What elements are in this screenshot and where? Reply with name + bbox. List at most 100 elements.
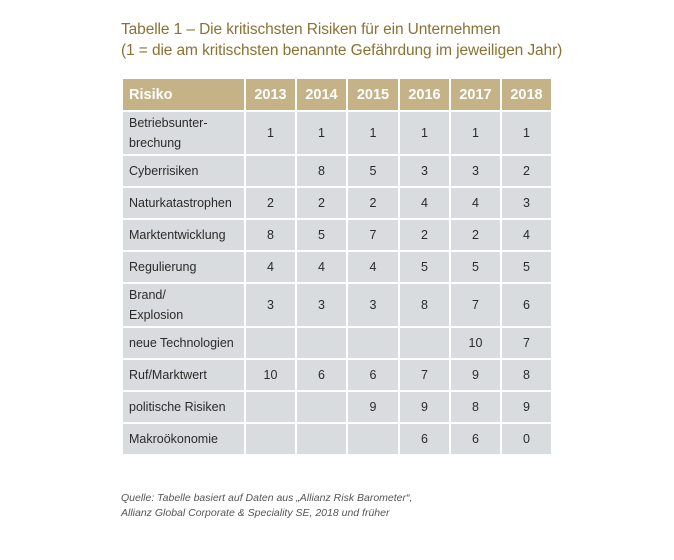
header-risk: Risiko xyxy=(121,77,246,112)
rank-cell-2014: 6 xyxy=(295,358,348,392)
header-2018: 2018 xyxy=(500,77,553,112)
rank-cell-2013 xyxy=(244,326,297,360)
rank-cell-2013: 1 xyxy=(244,110,297,156)
table-row: Regulierung 4 4 4 5 5 5 xyxy=(121,250,553,284)
rank-cell-2015 xyxy=(346,422,400,456)
rank-cell-2014: 8 xyxy=(295,154,348,188)
rank-cell-2015: 7 xyxy=(346,218,400,252)
rank-cell-2014: 5 xyxy=(295,218,348,252)
rank-cell-2018: 8 xyxy=(500,358,553,392)
rank-cell-2018: 9 xyxy=(500,390,553,424)
table-row: Cyberrisiken 8 5 3 3 2 xyxy=(121,154,553,188)
rank-cell-2016: 6 xyxy=(398,422,451,456)
rank-cell-2018: 2 xyxy=(500,154,553,188)
risk-name-cell: Betriebsunter-brechung xyxy=(121,110,246,156)
rank-cell-2015 xyxy=(346,326,400,360)
rank-cell-2014 xyxy=(295,422,348,456)
risk-name-line-1: Ruf/Marktwert xyxy=(129,368,207,382)
rank-cell-2014: 1 xyxy=(295,110,348,156)
rank-cell-2016: 5 xyxy=(398,250,451,284)
rank-cell-2015: 6 xyxy=(346,358,400,392)
rank-cell-2014 xyxy=(295,326,348,360)
rank-cell-2013: 4 xyxy=(244,250,297,284)
rank-cell-2015: 3 xyxy=(346,282,400,328)
header-2014: 2014 xyxy=(295,77,348,112)
risk-name-cell: Naturkatastrophen xyxy=(121,186,246,220)
risk-name-line-1: Naturkatastrophen xyxy=(129,196,232,210)
rank-cell-2015: 9 xyxy=(346,390,400,424)
rank-cell-2015: 2 xyxy=(346,186,400,220)
risk-name-cell: politische Risiken xyxy=(121,390,246,424)
header-row: Risiko 2013 2014 2015 2016 2017 2018 xyxy=(121,77,553,112)
rank-cell-2013 xyxy=(244,422,297,456)
risk-name-cell: Ruf/Marktwert xyxy=(121,358,246,392)
title-line-1: Tabelle 1 – Die kritischsten Risiken für… xyxy=(121,21,501,38)
header-2016: 2016 xyxy=(398,77,451,112)
rank-cell-2016: 1 xyxy=(398,110,451,156)
rank-cell-2018: 4 xyxy=(500,218,553,252)
rank-cell-2017: 3 xyxy=(449,154,502,188)
header-2017: 2017 xyxy=(449,77,502,112)
rank-cell-2013 xyxy=(244,390,297,424)
risk-name-line-1: Regulierung xyxy=(129,260,197,274)
rank-cell-2017: 6 xyxy=(449,422,502,456)
risk-name-cell: Cyberrisiken xyxy=(121,154,246,188)
risk-name-line-1: politische Risiken xyxy=(129,400,226,414)
risk-table: Risiko 2013 2014 2015 2016 2017 2018 Bet… xyxy=(121,77,553,456)
source-line-2: Allianz Global Corporate & Speciality SE… xyxy=(121,507,390,519)
header-2015: 2015 xyxy=(346,77,400,112)
table-row: Naturkatastrophen 2 2 2 4 4 3 xyxy=(121,186,553,220)
table-row: politische Risiken 9 9 8 9 xyxy=(121,390,553,424)
rank-cell-2017: 1 xyxy=(449,110,502,156)
title-line-2: (1 = die am kritischsten benannte Gefähr… xyxy=(121,42,563,59)
rank-cell-2018: 7 xyxy=(500,326,553,360)
rank-cell-2018: 0 xyxy=(500,422,553,456)
source-line-1: Quelle: Tabelle basiert auf Daten aus „A… xyxy=(121,492,413,504)
rank-cell-2013: 8 xyxy=(244,218,297,252)
table-row: neue Technologien 10 7 xyxy=(121,326,553,360)
header-2013: 2013 xyxy=(244,77,297,112)
risk-name-line-1: Betriebsunter- xyxy=(129,116,208,130)
rank-cell-2018: 1 xyxy=(500,110,553,156)
rank-cell-2017: 9 xyxy=(449,358,502,392)
risk-name-line-1: Cyberrisiken xyxy=(129,164,199,178)
table-row: Makroökonomie 6 6 0 xyxy=(121,422,553,456)
rank-cell-2016: 9 xyxy=(398,390,451,424)
rank-cell-2013 xyxy=(244,154,297,188)
rank-cell-2014: 2 xyxy=(295,186,348,220)
risk-name-line-1: Brand/ xyxy=(129,288,166,302)
rank-cell-2017: 2 xyxy=(449,218,502,252)
risk-name-cell: Brand/Explosion xyxy=(121,282,246,328)
risk-name-cell: Marktentwicklung xyxy=(121,218,246,252)
rank-cell-2017: 10 xyxy=(449,326,502,360)
rank-cell-2013: 3 xyxy=(244,282,297,328)
rank-cell-2018: 5 xyxy=(500,250,553,284)
rank-cell-2017: 8 xyxy=(449,390,502,424)
risk-name-cell: Makroökonomie xyxy=(121,422,246,456)
rank-cell-2016: 3 xyxy=(398,154,451,188)
risk-name-line-2: brechung xyxy=(129,136,182,150)
rank-cell-2016: 7 xyxy=(398,358,451,392)
table-row: Brand/Explosion 3 3 3 8 7 6 xyxy=(121,282,553,328)
table-row: Ruf/Marktwert 10 6 6 7 9 8 xyxy=(121,358,553,392)
risk-name-cell: neue Technologien xyxy=(121,326,246,360)
rank-cell-2013: 2 xyxy=(244,186,297,220)
risk-name-line-2: Explosion xyxy=(129,308,184,322)
rank-cell-2016: 2 xyxy=(398,218,451,252)
rank-cell-2015: 4 xyxy=(346,250,400,284)
rank-cell-2016: 4 xyxy=(398,186,451,220)
rank-cell-2013: 10 xyxy=(244,358,297,392)
rank-cell-2018: 6 xyxy=(500,282,553,328)
rank-cell-2016: 8 xyxy=(398,282,451,328)
table-row: Marktentwicklung 8 5 7 2 2 4 xyxy=(121,218,553,252)
risk-name-line-1: neue Technologien xyxy=(129,336,234,350)
rank-cell-2015: 1 xyxy=(346,110,400,156)
rank-cell-2017: 5 xyxy=(449,250,502,284)
table-row: Betriebsunter-brechung 1 1 1 1 1 1 xyxy=(121,110,553,156)
source-note: Quelle: Tabelle basiert auf Daten aus „A… xyxy=(121,491,412,521)
risk-name-cell: Regulierung xyxy=(121,250,246,284)
risk-name-line-1: Marktentwicklung xyxy=(129,228,226,242)
rank-cell-2014: 3 xyxy=(295,282,348,328)
rank-cell-2015: 5 xyxy=(346,154,400,188)
rank-cell-2016 xyxy=(398,326,451,360)
